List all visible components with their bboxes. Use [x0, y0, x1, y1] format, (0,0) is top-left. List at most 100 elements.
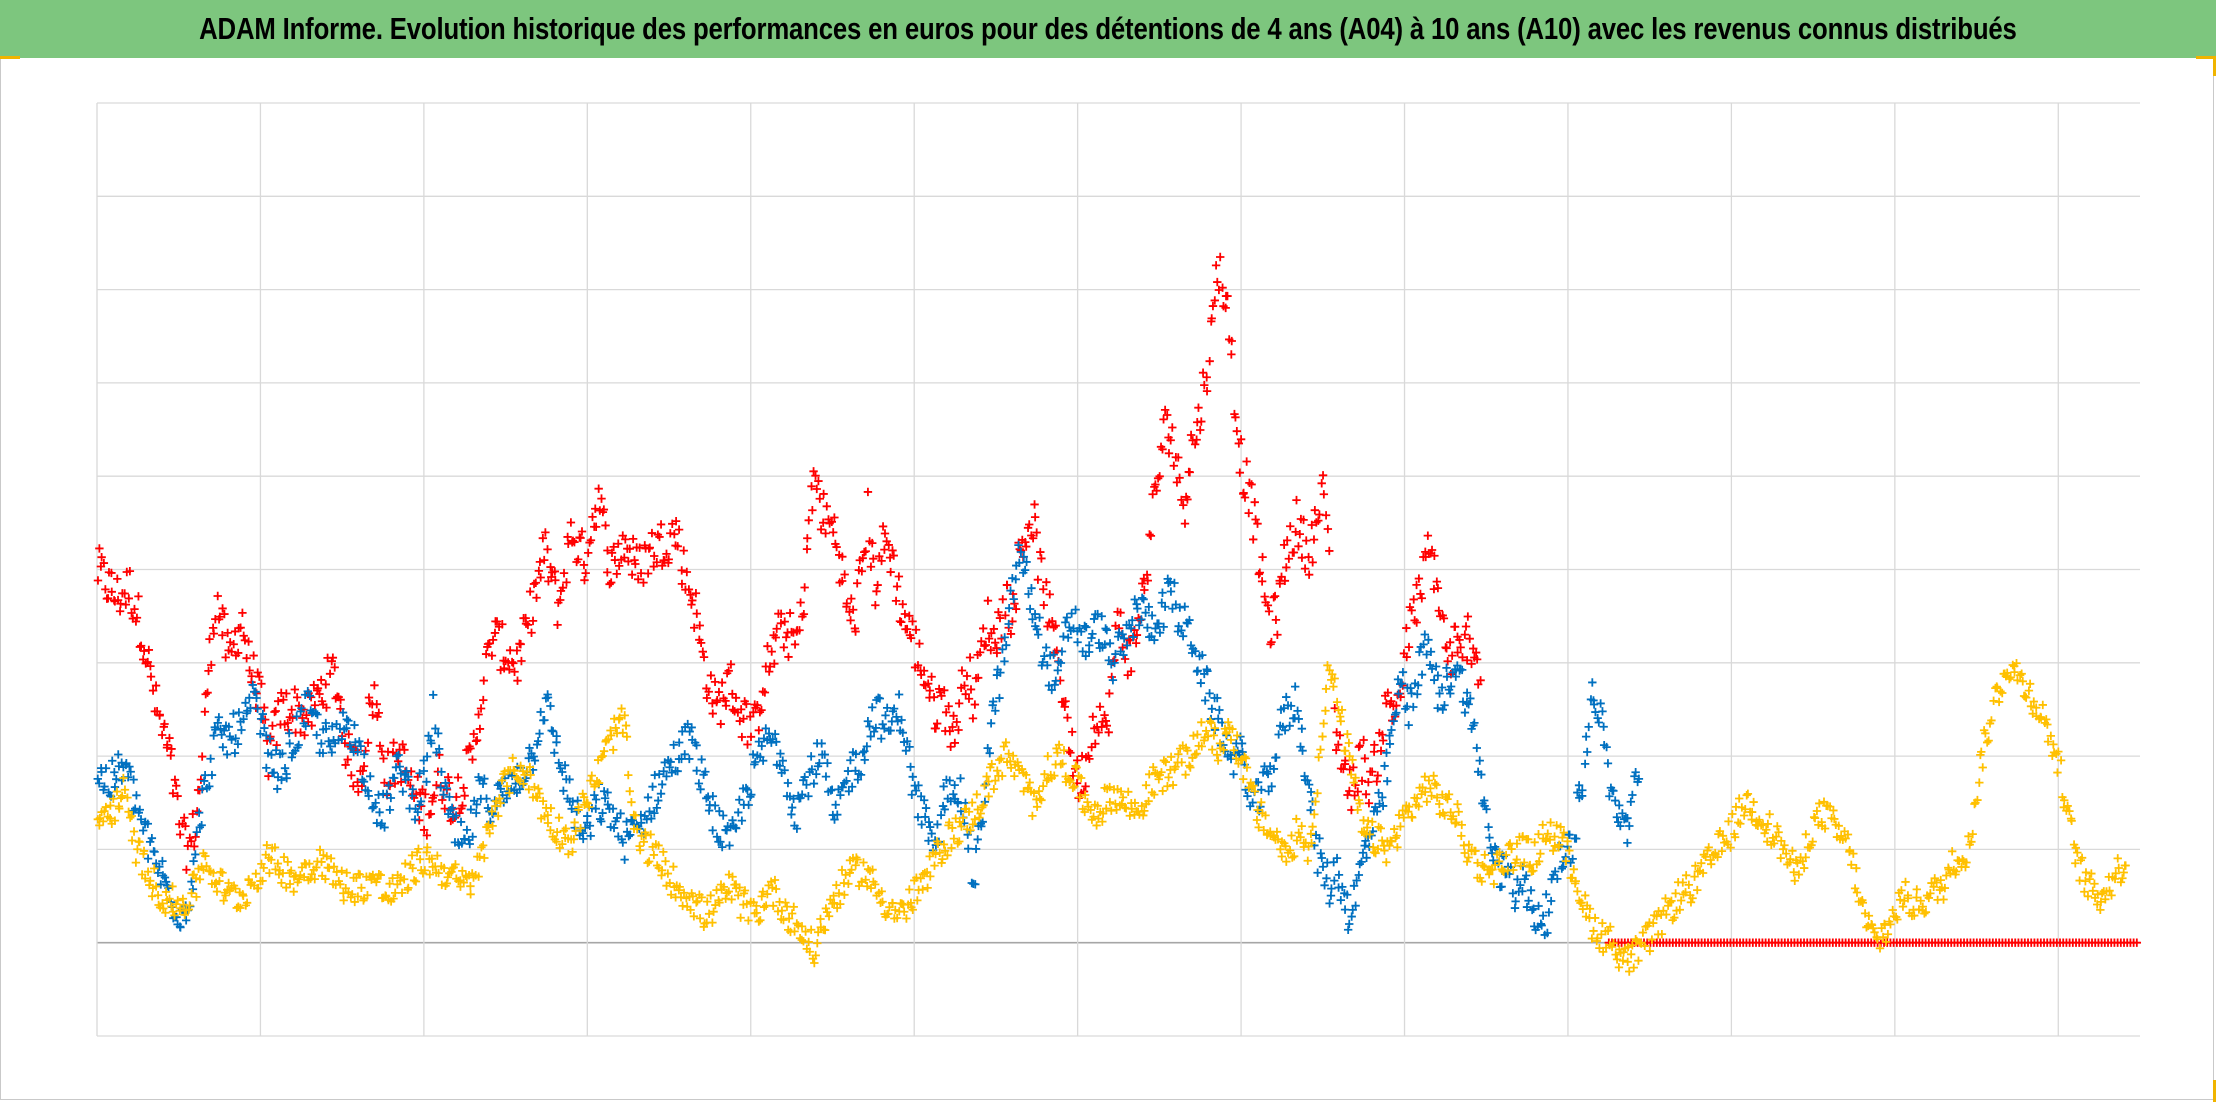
- series-2-point: [222, 750, 232, 759]
- series-0-point: [807, 482, 816, 491]
- series-3-point: [307, 870, 316, 879]
- series-0-point: [1292, 495, 1301, 505]
- series-3-point: [810, 958, 819, 968]
- series-3-point: [2121, 861, 2130, 870]
- series-0-point: [135, 642, 145, 652]
- series-0-point: [1335, 731, 1345, 740]
- series-3-point: [1310, 810, 1319, 819]
- series-3-point: [1130, 798, 1140, 808]
- series-2-point: [1457, 665, 1467, 675]
- series-3-point: [853, 855, 862, 864]
- series-0-point: [107, 568, 116, 578]
- series-2-point: [1137, 615, 1146, 624]
- series-3-point: [329, 862, 339, 871]
- series-0-point: [647, 528, 657, 538]
- series-0-point: [1343, 790, 1352, 800]
- series-2-point: [716, 837, 725, 847]
- series-2-point: [1462, 698, 1472, 708]
- series-3-point: [787, 909, 797, 918]
- series-3-point: [1968, 829, 1977, 839]
- series-2-point: [1487, 848, 1497, 858]
- series-3-point: [1337, 705, 1347, 715]
- series-3-point: [769, 901, 778, 911]
- series-3-point: [1862, 923, 1871, 932]
- series-2-point: [1056, 658, 1066, 668]
- series-2-point: [1508, 889, 1518, 898]
- series-3-point: [1457, 820, 1466, 830]
- series-3-point: [1512, 839, 1522, 848]
- series-2-point: [256, 714, 266, 724]
- series-0-point: [488, 635, 498, 645]
- series-0-point: [1318, 471, 1328, 480]
- series-0-point: [1392, 701, 1401, 710]
- series-0-point: [1231, 413, 1240, 422]
- series-3-point: [95, 821, 104, 830]
- series-0-point: [894, 572, 904, 581]
- series-2-point: [219, 726, 229, 735]
- series-3-point: [1912, 893, 1921, 902]
- series-2-point: [1458, 697, 1468, 706]
- series-0-point: [165, 733, 174, 743]
- series-0-point: [717, 678, 727, 687]
- series-3-point: [133, 845, 142, 854]
- series-3-point: [569, 835, 579, 844]
- series-3-point: [1717, 846, 1727, 856]
- series-3-point: [1038, 781, 1048, 791]
- series-0-point: [746, 732, 756, 742]
- series-3-point: [1192, 749, 1201, 758]
- series-3-point: [822, 907, 832, 917]
- series-3-point: [374, 869, 384, 879]
- series-2-point: [321, 724, 331, 733]
- series-0-point: [889, 551, 898, 560]
- series-0-point: [389, 738, 398, 747]
- series-2-point: [237, 725, 246, 735]
- series-3-point: [546, 826, 555, 835]
- series-3-point: [339, 889, 348, 898]
- series-3-point: [496, 798, 505, 808]
- series-0-point: [1174, 453, 1183, 462]
- series-3-point: [519, 779, 528, 789]
- series-3-point: [1558, 833, 1567, 842]
- series-2-point: [708, 826, 717, 835]
- series-0-point: [1183, 495, 1192, 504]
- series-3-point: [488, 821, 497, 831]
- series-3-point: [1793, 858, 1802, 868]
- series-2-point: [1534, 901, 1543, 911]
- series-0-point: [1345, 786, 1354, 796]
- series-3-point: [1432, 793, 1442, 802]
- series-3-point: [1810, 813, 1820, 823]
- series-3-point: [2081, 876, 2090, 886]
- series-3-point: [2118, 874, 2127, 883]
- series-2-point: [1160, 602, 1170, 611]
- series-3-point: [262, 840, 272, 850]
- series-3-point: [1983, 738, 1992, 747]
- series-2-point: [1371, 802, 1380, 812]
- series-0-point: [627, 570, 637, 579]
- series-3-point: [675, 882, 684, 892]
- series-0-point: [257, 679, 266, 688]
- series-3-point: [1404, 802, 1414, 811]
- series-2-point: [628, 816, 637, 825]
- series-0-point: [1198, 368, 1208, 377]
- series-2-point: [1325, 899, 1334, 908]
- series-2-point: [1290, 682, 1300, 691]
- series-3-point: [811, 951, 820, 960]
- series-0-point: [960, 681, 969, 690]
- series-2-point: [525, 743, 534, 753]
- series-0-point: [704, 687, 713, 696]
- series-3-point: [878, 897, 887, 906]
- series-3-point: [1996, 687, 2005, 696]
- series-2-point: [1141, 608, 1150, 617]
- series-0-point: [628, 534, 638, 544]
- series-0-point: [966, 685, 976, 694]
- series-3-point: [1197, 718, 1206, 727]
- series-3-point: [1667, 896, 1676, 906]
- series-0-point: [848, 605, 858, 614]
- series-3-point: [877, 887, 886, 896]
- series-0-point: [218, 631, 227, 640]
- series-0-point: [1120, 654, 1130, 664]
- series-0-point: [1472, 655, 1482, 664]
- series-2-point: [1122, 641, 1132, 650]
- series-3-point: [1166, 752, 1176, 762]
- series-0-point: [1462, 656, 1472, 665]
